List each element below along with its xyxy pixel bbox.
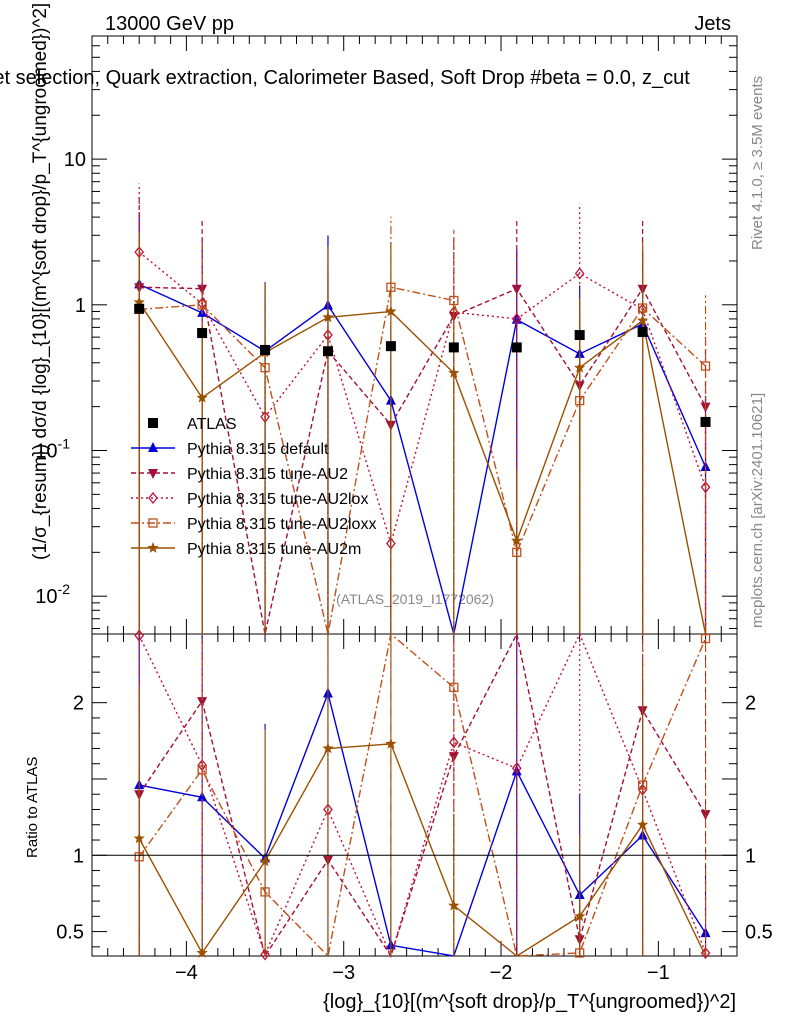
legend-marker-pythia-8-315-tune-au2m xyxy=(147,542,159,553)
ratio-point-pythia-8-315-tune-au2loxx xyxy=(449,682,459,693)
header-left: 13000 GeV pp xyxy=(105,13,234,35)
legend-label-pythia-8-315-tune-au2loxx: Pythia 8.315 tune-AU2loxx xyxy=(187,516,376,533)
legend-label-atlas: ATLAS xyxy=(187,416,237,433)
x-axis-label: {log}_{10}[(m^{soft drop}/p_T^{ungroomed… xyxy=(323,991,736,1013)
ratio-point-pythia-8-315-tune-au2 xyxy=(197,697,208,708)
main-point-pythia-8-315-tune-au2m xyxy=(511,534,523,546)
side-label-rivet: Rivet 4.1.0, ≥ 3.5M events xyxy=(749,76,766,250)
side-label-mcplots: mcplots.cern.ch [arXiv:2401.10621] xyxy=(749,393,766,628)
ratio-point-pythia-8-315-tune-au2lox xyxy=(511,762,522,775)
ratio-y-tick-label-right: 0.5 xyxy=(745,922,773,944)
ratio-point-pythia-8-315-tune-au2m xyxy=(133,832,145,844)
main-point-pythia-8-315-tune-au2lox xyxy=(574,267,585,280)
ratio-series-group xyxy=(133,629,711,961)
main-line-pythia-8-315-tune-au2loxx xyxy=(139,286,706,635)
main-point-pythia-8-315-tune-au2 xyxy=(197,284,208,295)
ratio-point-pythia-8-315-tune-au2m xyxy=(196,946,208,958)
ratio-y-tick-label: 2 xyxy=(73,693,84,715)
legend: ATLAS Pythia 8.315 default Pythia 8.315 tu… xyxy=(131,416,376,558)
x-tick-label: −3 xyxy=(332,962,355,984)
main-point-pythia-8-315-tune-au2m xyxy=(574,361,586,373)
ratio-y-tick-label-right: 2 xyxy=(745,693,756,715)
ratio-y-tick-label: 0.5 xyxy=(56,922,84,944)
legend-marker-pythia-8-315-tune-au2lox xyxy=(148,491,158,505)
ratio-point-pythia-8-315-default xyxy=(197,791,208,802)
main-y-tick-label: 10 xyxy=(64,149,86,171)
ratio-point-pythia-8-315-tune-au2loxx xyxy=(197,765,207,775)
ratio-point-pythia-8-315-tune-au2m xyxy=(385,737,397,749)
ratio-line-pythia-8-315-tune-au2 xyxy=(138,631,707,958)
ratio-point-pythia-8-315-tune-au2m xyxy=(322,742,334,754)
main-point-atlas xyxy=(134,303,145,314)
legend-marker-pythia-8-315-tune-au2 xyxy=(148,469,158,479)
legend-marker-pythia-8-315-tune-au2loxx xyxy=(148,518,158,528)
main-y-tick-label: 1 xyxy=(75,295,86,317)
ratio-y-tick-label: 1 xyxy=(73,845,84,867)
main-y-axis-label: (1/σ_{resum}) dσ/d {log}_{10}[(m^{soft d… xyxy=(30,3,51,560)
ratio-point-pythia-8-315-tune-au2lox xyxy=(134,629,145,642)
ratio-y-axis-label: Ratio to ATLAS xyxy=(24,757,41,858)
legend-marker-pythia-8-315-default xyxy=(148,442,158,452)
legend-marker-atlas xyxy=(148,418,158,428)
main-point-atlas xyxy=(511,342,522,353)
main-line-pythia-8-315-tune-au2lox xyxy=(138,251,707,547)
main-point-atlas xyxy=(322,346,333,357)
ratio-y-tick-label-right: 1 xyxy=(745,845,756,867)
main-point-pythia-8-315-tune-au2lox xyxy=(511,312,522,325)
ratio-point-pythia-8-315-tune-au2m xyxy=(574,910,586,922)
main-point-pythia-8-315-tune-au2m xyxy=(448,367,460,378)
main-point-pythia-8-315-tune-au2m xyxy=(196,391,208,403)
main-point-atlas xyxy=(385,341,396,352)
ratio-point-pythia-8-315-tune-au2m xyxy=(448,899,460,911)
ratio-point-pythia-8-315-tune-au2m xyxy=(259,855,271,867)
header-right: Jets xyxy=(694,13,731,35)
main-point-atlas xyxy=(260,344,271,355)
main-line-pythia-8-315-default xyxy=(138,283,707,635)
main-point-pythia-8-315-tune-au2m xyxy=(322,311,334,323)
main-point-atlas xyxy=(637,327,648,338)
ratio-axis-ticks: −4 −3 −2 −1 0.5 0.5 1 1 2 2 xyxy=(56,634,773,984)
main-point-atlas xyxy=(197,328,208,339)
x-tick-label: −1 xyxy=(647,962,670,984)
main-point-atlas xyxy=(700,416,711,427)
legend-label-pythia-8-315-tune-au2: Pythia 8.315 tune-AU2 xyxy=(187,466,348,483)
main-point-pythia-8-315-tune-au2m xyxy=(385,305,397,317)
main-y-tick-label: 10-2 xyxy=(35,581,70,608)
analysis-id: (ATLAS_2019_I1772062) xyxy=(336,591,494,607)
ratio-point-pythia-8-315-tune-au2loxx xyxy=(700,633,711,644)
main-point-pythia-8-315-tune-au2 xyxy=(511,284,522,295)
ratio-line-pythia-8-315-tune-au2loxx xyxy=(138,632,707,958)
main-line-pythia-8-315-tune-au2m xyxy=(138,301,707,635)
main-point-pythia-8-315-tune-au2m xyxy=(636,314,649,326)
main-point-atlas xyxy=(448,342,459,353)
main-point-pythia-8-315-tune-au2m xyxy=(133,296,145,308)
ratio-point-pythia-8-315-tune-au2lox xyxy=(260,948,270,961)
main-point-atlas xyxy=(574,330,585,341)
main-series-group xyxy=(133,183,711,635)
ratio-plot-frame xyxy=(91,633,738,957)
legend-label-pythia-8-315-default: Pythia 8.315 default xyxy=(187,441,329,458)
x-tick-label: −4 xyxy=(175,962,198,984)
main-point-pythia-8-315-tune-au2loxx xyxy=(197,300,207,310)
legend-label-pythia-8-315-tune-au2m: Pythia 8.315 tune-AU2m xyxy=(187,541,361,558)
ratio-line-pythia-8-315-tune-au2lox xyxy=(138,632,707,959)
ratio-point-pythia-8-315-tune-au2m xyxy=(636,818,649,830)
main-point-pythia-8-315-tune-au2loxx xyxy=(700,361,711,371)
plot-title: Dijet selection, Quark extraction, Calor… xyxy=(0,67,690,89)
legend-label-pythia-8-315-tune-au2lox: Pythia 8.315 tune-AU2lox xyxy=(187,491,368,508)
ratio-line-pythia-8-315-tune-au2m xyxy=(138,743,707,957)
x-tick-label: −2 xyxy=(490,962,513,984)
main-point-pythia-8-315-tune-au2lox xyxy=(700,481,711,494)
